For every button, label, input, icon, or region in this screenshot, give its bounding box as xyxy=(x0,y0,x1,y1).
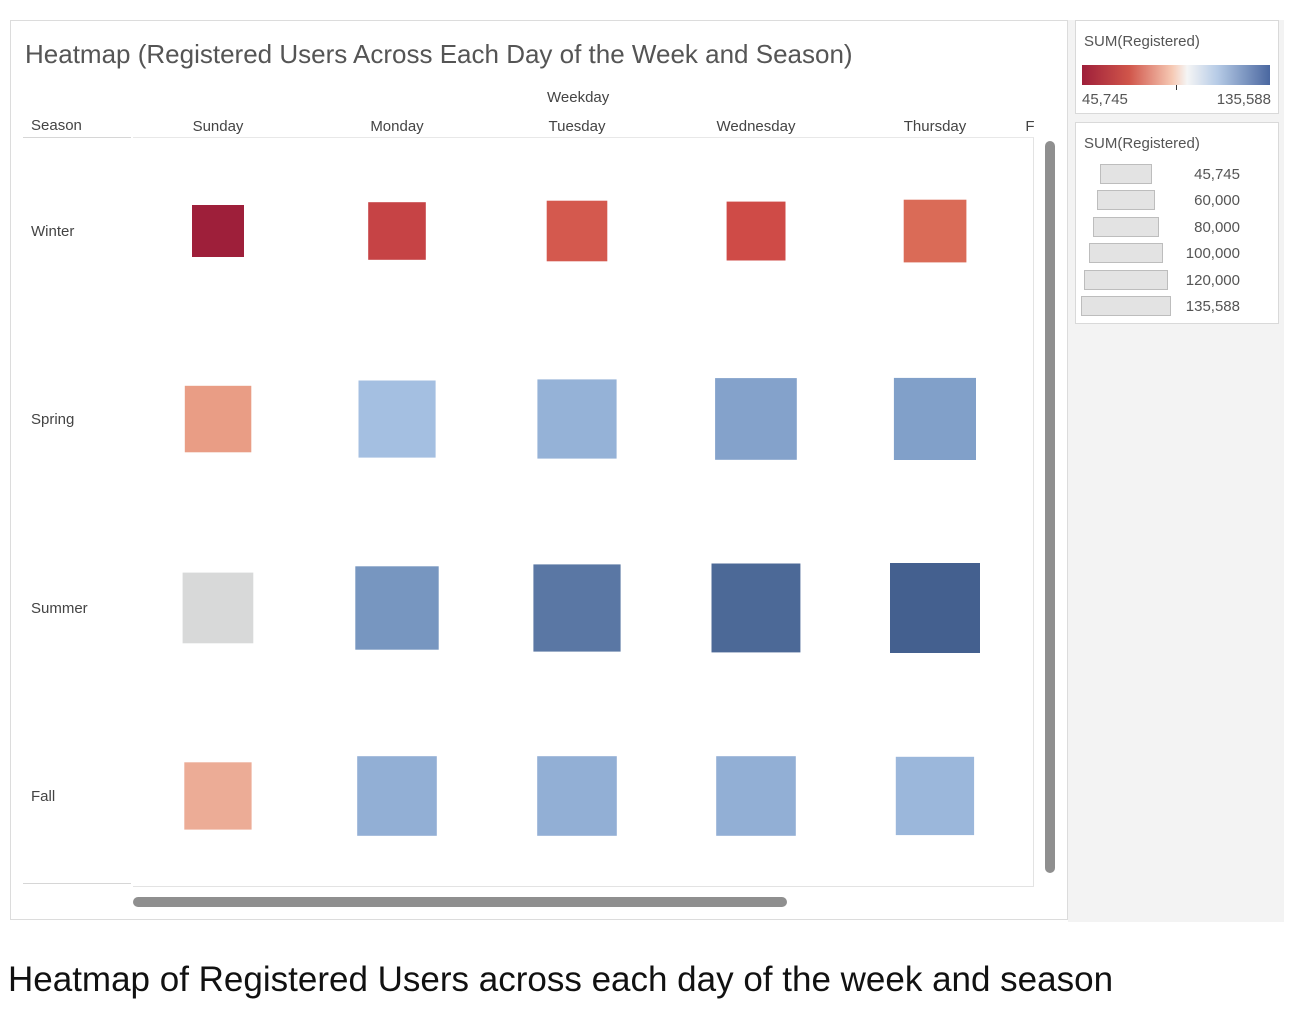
header-divider xyxy=(23,137,131,138)
size-legend-item: 100,000 xyxy=(1076,242,1278,266)
heatmap-cell-spring-wednesday[interactable] xyxy=(715,378,797,460)
size-legend-swatch xyxy=(1097,190,1155,211)
heatmap-cell-spring-thursday[interactable] xyxy=(893,377,976,460)
footer-divider xyxy=(23,883,131,884)
heatmap-cell-spring-tuesday[interactable] xyxy=(537,379,617,459)
heatmap-cell-spring-sunday[interactable] xyxy=(184,385,252,453)
heatmap-cell-summer-thursday[interactable] xyxy=(890,563,980,653)
color-legend-max: 135,588 xyxy=(1216,91,1271,108)
size-legend-label: 120,000 xyxy=(1185,271,1240,289)
color-legend-title: SUM(Registered) xyxy=(1084,33,1200,50)
column-label-thursday: Thursday xyxy=(904,118,967,135)
color-ramp xyxy=(1082,65,1270,85)
heatmap-cell-fall-monday[interactable] xyxy=(357,756,437,836)
size-legend-swatch xyxy=(1092,216,1160,237)
heatmap-cell-winter-thursday[interactable] xyxy=(903,199,967,263)
size-legend[interactable]: SUM(Registered) 45,745 60,000 80,000 100,00… xyxy=(1075,122,1279,324)
heatmap-cell-winter-monday[interactable] xyxy=(368,202,426,260)
chart-title: Heatmap (Registered Users Across Each Da… xyxy=(25,39,853,69)
size-legend-item: 80,000 xyxy=(1076,216,1278,240)
heatmap-cell-summer-tuesday[interactable] xyxy=(533,564,621,652)
heatmap-cell-fall-sunday[interactable] xyxy=(184,762,252,830)
heatmap-cell-winter-tuesday[interactable] xyxy=(546,200,608,262)
row-label-spring: Spring xyxy=(31,411,74,428)
figure-caption: Heatmap of Registered Users across each … xyxy=(8,960,1114,999)
heatmap-cell-fall-thursday[interactable] xyxy=(895,756,975,836)
size-legend-title: SUM(Registered) xyxy=(1084,135,1200,152)
row-label-fall: Fall xyxy=(31,788,55,805)
row-label-winter: Winter xyxy=(31,223,74,240)
size-legend-label: 80,000 xyxy=(1194,218,1240,236)
heatmap-cell-winter-wednesday[interactable] xyxy=(726,201,786,261)
column-axis-title: Weekday xyxy=(547,89,610,106)
size-legend-label: 60,000 xyxy=(1194,192,1240,210)
heatmap-frame xyxy=(133,137,1034,887)
color-ramp-tick xyxy=(1176,85,1177,90)
vertical-scrollbar[interactable] xyxy=(1045,141,1055,873)
size-legend-item: 60,000 xyxy=(1076,189,1278,213)
column-label-monday: Monday xyxy=(370,118,424,135)
size-legend-item: 135,588 xyxy=(1076,295,1278,319)
size-legend-item: 45,745 xyxy=(1076,163,1278,187)
column-label-sunday: Sunday xyxy=(193,118,244,135)
heatmap-cell-fall-tuesday[interactable] xyxy=(537,756,617,836)
size-legend-label: 135,588 xyxy=(1185,298,1240,315)
heatmap-cell-fall-wednesday[interactable] xyxy=(716,756,796,836)
size-legend-swatch xyxy=(1088,243,1164,264)
row-axis-header: Season xyxy=(31,117,82,134)
heatmap-cell-summer-monday[interactable] xyxy=(355,566,439,650)
column-label-f: F xyxy=(1025,118,1034,135)
heatmap-cell-spring-monday[interactable] xyxy=(358,380,436,458)
chart-panel: Heatmap (Registered Users Across Each Da… xyxy=(10,20,1068,920)
color-legend[interactable]: SUM(Registered) 45,745 135,588 xyxy=(1075,20,1279,114)
size-legend-item: 120,000 xyxy=(1076,269,1278,293)
heatmap-cell-winter-sunday[interactable] xyxy=(192,205,244,257)
size-legend-swatch xyxy=(1100,164,1152,184)
size-legend-label: 45,745 xyxy=(1194,166,1240,183)
heatmap-cell-summer-wednesday[interactable] xyxy=(711,563,801,653)
column-label-wednesday: Wednesday xyxy=(717,118,796,135)
row-label-summer: Summer xyxy=(31,600,88,617)
size-legend-label: 100,000 xyxy=(1185,245,1240,263)
heatmap-svg: Sunday Monday Tuesday Wednesday Thursday F Win… xyxy=(31,118,1035,836)
heatmap-cell-summer-sunday[interactable] xyxy=(182,572,254,644)
size-legend-swatch xyxy=(1084,269,1168,290)
color-legend-min: 45,745 xyxy=(1082,91,1128,108)
size-legend-swatch xyxy=(1081,296,1171,316)
horizontal-scrollbar[interactable] xyxy=(133,897,787,907)
column-label-tuesday: Tuesday xyxy=(549,118,606,135)
